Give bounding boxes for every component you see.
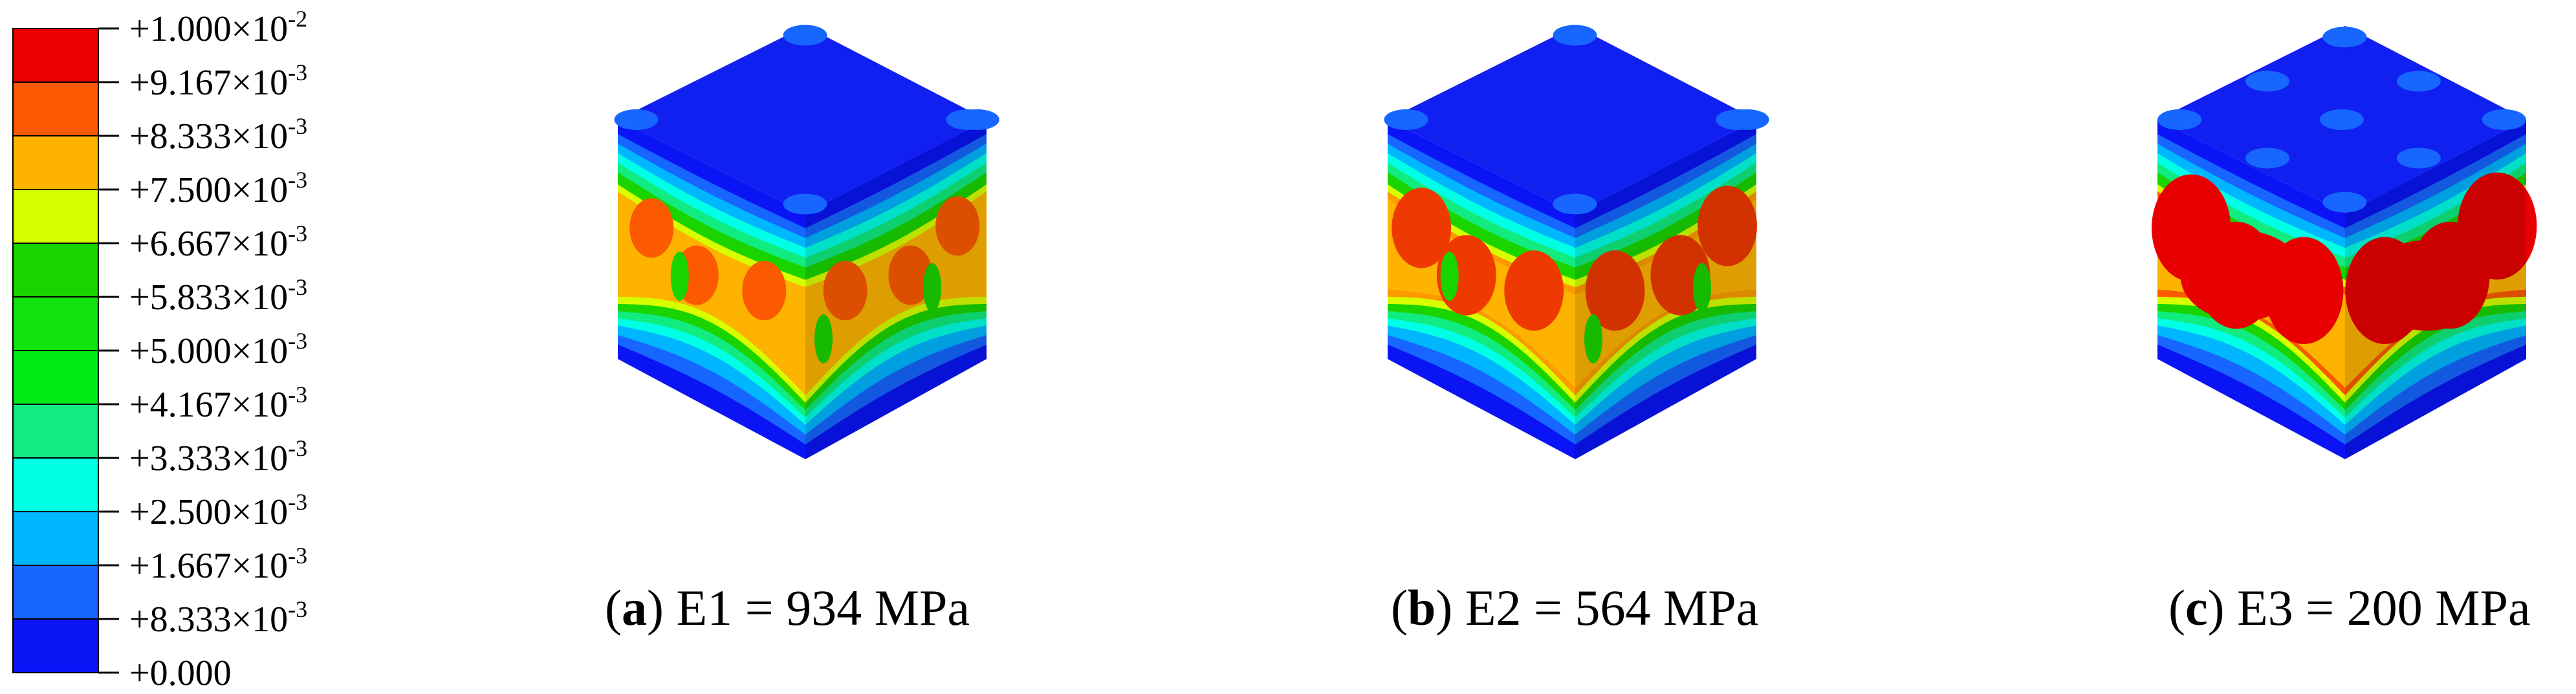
cube-a-contour (614, 25, 999, 459)
legend-swatch (12, 350, 99, 405)
cube-panel-a (582, 13, 1229, 466)
top-spot (2396, 70, 2441, 92)
top-spot (1553, 193, 1597, 215)
top-spot (783, 193, 827, 215)
cube-top-face (1388, 26, 1756, 213)
legend-swatch (12, 618, 99, 673)
cube-panel-c (2122, 13, 2576, 466)
top-spot (2322, 27, 2367, 48)
legend-label: +1.000×10-2 (129, 6, 307, 49)
legend-label: +7.500×10-3 (129, 167, 307, 210)
legend-swatch (12, 511, 99, 566)
legend-swatch (12, 457, 99, 512)
cube-right-face (1575, 120, 1758, 459)
top-spot (1384, 109, 1428, 130)
cool-patch (1584, 314, 1602, 363)
caption-b-letter: b (1407, 580, 1436, 636)
cube-left-face (618, 120, 805, 459)
legend-swatch (12, 28, 99, 83)
top-spot (1553, 25, 1597, 46)
caption-c: (c) E3 = 200 MPa (2168, 580, 2531, 636)
hot-spot (742, 261, 787, 321)
face-shade (1575, 120, 1756, 459)
caption-a: (a) E1 = 934 MPa (605, 580, 970, 636)
top-spot (2245, 70, 2290, 92)
top-spot (1725, 109, 1769, 130)
legend-label: +3.333×10-3 (129, 435, 307, 479)
legend-swatch (12, 135, 99, 190)
hot-spot (1697, 186, 1758, 266)
legend-label: +8.333×10-3 (129, 596, 307, 640)
hot-spot (629, 198, 674, 258)
cool-patch (814, 314, 833, 363)
legend-label: +4.167×10-3 (129, 382, 307, 425)
cool-patch (923, 263, 941, 312)
legend-swatch (12, 81, 99, 136)
legend-label: +5.833×10-3 (129, 274, 307, 318)
cool-patch (1440, 251, 1459, 301)
hot-spot (2365, 240, 2488, 331)
top-spot (614, 109, 659, 130)
legend-label: +9.167×10-3 (129, 60, 307, 103)
legend-swatch (12, 243, 99, 298)
cube-left-face (1388, 120, 1575, 459)
legend-label: +5.000×10-3 (129, 328, 307, 371)
caption-a-text: E1 = 934 MPa (676, 580, 970, 636)
legend-swatch (12, 296, 99, 351)
cool-patch (670, 251, 689, 301)
cube-c (2152, 26, 2537, 459)
cube-top (1384, 25, 1769, 215)
caption-a-letter: a (621, 580, 647, 636)
caption-b-text: E2 = 564 MPa (1465, 580, 1759, 636)
top-spot (2396, 147, 2441, 169)
legend-label: +6.667×10-3 (129, 221, 307, 264)
legend-swatch (12, 565, 99, 620)
caption-c-letter: c (2185, 580, 2208, 636)
legend-label: +8.333×10-3 (129, 113, 307, 157)
caption-b: (b) E2 = 564 MPa (1391, 580, 1759, 636)
cube-right-face (805, 120, 987, 459)
hot-spot (935, 196, 980, 256)
legend-label: +0.000 (129, 653, 232, 693)
top-spot (2245, 147, 2290, 169)
face-shade (2345, 120, 2526, 459)
caption-c-text: E3 = 200 MPa (2237, 580, 2531, 636)
cube-c-contour (2152, 26, 2537, 459)
color-legend: +1.000×10-2 +9.167×10-3 +8.333×10-3 +7.500×… (12, 6, 307, 693)
legend-label: +2.500×10-3 (129, 489, 307, 532)
hot-spot (823, 261, 868, 321)
hot-spot (2458, 172, 2537, 280)
top-spot (2322, 191, 2367, 213)
cube-top-face (618, 26, 987, 213)
top-spot (2320, 109, 2364, 130)
legend-swatch (12, 189, 99, 244)
top-spot (955, 109, 999, 130)
legend-swatch (12, 404, 99, 459)
top-spot (783, 25, 827, 46)
legend-label: +1.667×10-3 (129, 543, 307, 586)
top-spot (2157, 109, 2202, 130)
cube-top (614, 25, 999, 215)
cube-left-face (2152, 120, 2345, 459)
cube-right-face (2345, 120, 2537, 459)
face-shade (805, 120, 987, 459)
cube-b-contour (1384, 25, 1769, 459)
cube-a (614, 25, 999, 459)
hot-spot (1504, 250, 1564, 331)
cube-top (2157, 26, 2526, 213)
hot-spot (1585, 250, 1645, 331)
cube-panel-b (1352, 13, 1999, 466)
cool-patch (1693, 263, 1711, 312)
hot-spot (2180, 230, 2304, 321)
cube-b (1384, 25, 1769, 459)
top-spot (2482, 109, 2526, 130)
hot-spot (888, 245, 933, 305)
hot-spot (1392, 188, 1452, 268)
